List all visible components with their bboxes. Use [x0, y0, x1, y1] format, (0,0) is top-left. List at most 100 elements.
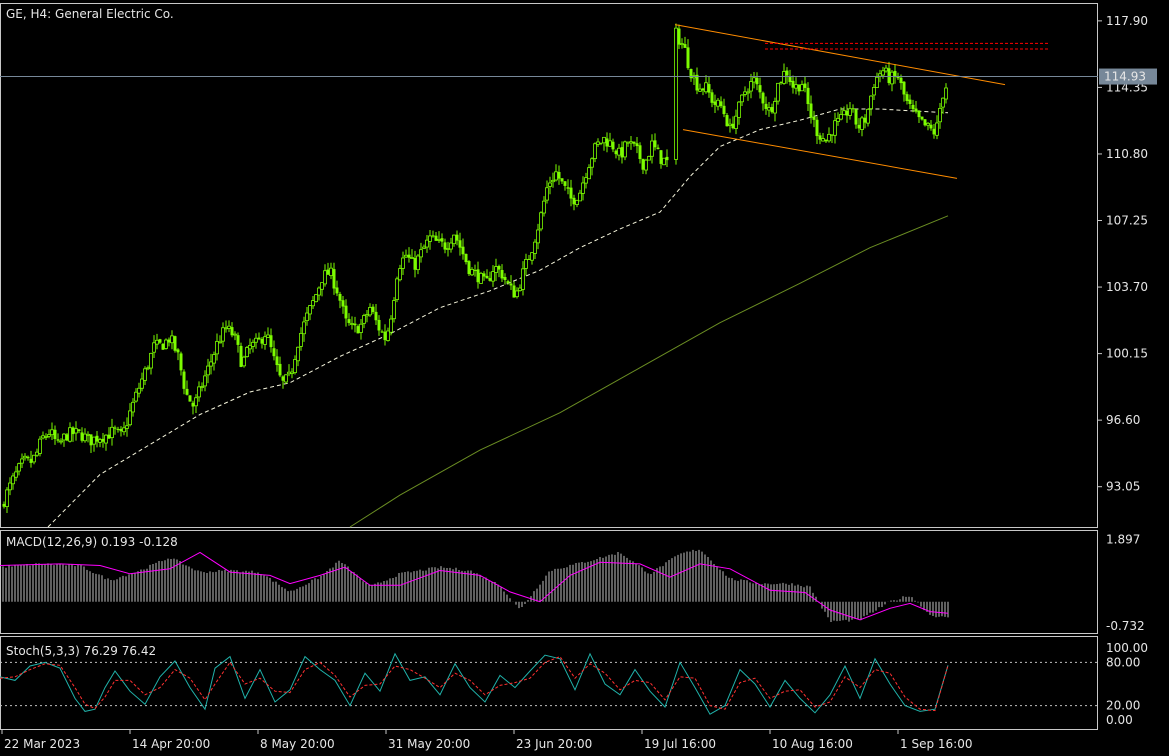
candle-body-down — [485, 275, 489, 279]
candle-body-down — [557, 171, 561, 179]
candle-body-up — [608, 140, 612, 147]
candle-body-down — [731, 123, 735, 129]
candle-body-down — [812, 116, 816, 120]
candle-body-up — [224, 327, 228, 330]
candle-body-down — [614, 150, 618, 155]
candle-body-up — [395, 278, 399, 300]
candle-body-up — [737, 101, 741, 118]
candle-body-down — [377, 319, 381, 331]
candle-body-up — [50, 429, 54, 436]
candle-body-up — [137, 387, 141, 394]
candle-body-down — [911, 104, 915, 110]
candle-body-up — [290, 371, 294, 374]
candle-body-up — [494, 266, 498, 273]
candle-body-down — [236, 335, 240, 345]
symbol-label: GE, H4: General Electric Co. — [6, 7, 174, 21]
candle-body-up — [596, 141, 600, 145]
candle-body-down — [806, 87, 810, 105]
candle-body-down — [857, 124, 861, 129]
axis-layer: 117.90114.35110.80107.25103.70100.1596.6… — [1, 14, 1157, 751]
candle-body-up — [542, 200, 546, 214]
candle-body-up — [38, 438, 42, 454]
candle-body-up — [41, 435, 45, 439]
candle-body-up — [212, 354, 216, 364]
candle-body-up — [680, 43, 684, 46]
candle-body-down — [701, 88, 705, 91]
candle-body-down — [605, 138, 609, 147]
candle-body-up — [23, 455, 27, 459]
candle-body-down — [335, 287, 339, 294]
candle-body-up — [35, 451, 39, 456]
candle-body-up — [515, 290, 519, 298]
candle-body-up — [536, 229, 540, 244]
candle-body-down — [29, 458, 33, 463]
candle-body-up — [11, 475, 15, 485]
candle-body-up — [152, 342, 156, 353]
candle-body-up — [872, 86, 876, 96]
candle-body-down — [764, 103, 768, 109]
candle-body-up — [425, 239, 429, 248]
candle-body-up — [299, 333, 303, 347]
candle-body-up — [800, 84, 804, 92]
candle-body-up — [221, 327, 225, 342]
candle-body-down — [116, 428, 120, 430]
candle-body-up — [203, 375, 207, 387]
candle-body-up — [479, 272, 483, 284]
candle-body-down — [755, 77, 759, 85]
candle-body-up — [524, 259, 528, 269]
candle-body-up — [20, 458, 24, 464]
candle-body-down — [344, 305, 348, 319]
candle-body-down — [497, 265, 501, 270]
candle-body-up — [437, 239, 441, 241]
candle-body-down — [269, 335, 273, 348]
candle-body-up — [926, 122, 930, 126]
candle-body-down — [383, 331, 387, 341]
candle-body-up — [674, 27, 678, 160]
moving-average-fast — [47, 108, 949, 528]
candle-body-up — [773, 101, 777, 114]
candle-body-down — [56, 439, 60, 441]
candle-body-up — [83, 433, 87, 442]
candle-body-down — [566, 187, 570, 189]
candle-body-up — [545, 187, 549, 201]
time-axis-label: 23 Jun 20:00 — [516, 737, 592, 751]
candle-body-up — [134, 391, 138, 402]
candle-body-down — [572, 197, 576, 205]
candle-body-up — [728, 123, 732, 126]
candle-body-up — [227, 325, 231, 329]
candle-body-up — [833, 120, 837, 136]
candle-body-up — [398, 268, 402, 281]
candle-body-up — [365, 314, 369, 317]
candle-body-down — [665, 156, 669, 161]
candle-body-down — [677, 28, 681, 45]
candle-body-up — [530, 252, 534, 261]
price-tick-label: 93.05 — [1106, 480, 1140, 494]
candle-body-up — [86, 433, 90, 436]
candle-body-up — [839, 114, 843, 120]
macd-pane-border — [0, 530, 1098, 634]
candle-body-down — [53, 429, 57, 440]
candle-body-up — [125, 425, 129, 429]
candle-body-down — [176, 349, 180, 353]
candle-body-down — [779, 82, 783, 84]
candle-body-down — [923, 119, 927, 126]
candle-body-up — [752, 77, 756, 83]
candle-body-down — [188, 395, 192, 402]
time-axis-label: 8 May 20:00 — [260, 737, 335, 751]
candle-body-up — [251, 341, 255, 347]
candle-body-up — [533, 241, 537, 254]
candle-body-down — [434, 235, 438, 241]
stochastic-layer — [0, 652, 1098, 715]
candle-body-down — [185, 388, 189, 395]
candle-body-up — [104, 434, 108, 444]
candle-body-up — [860, 117, 864, 130]
candle-body-up — [740, 94, 744, 103]
candle-body-up — [329, 267, 333, 276]
candle-body-down — [689, 68, 693, 79]
candle-body-up — [164, 339, 168, 349]
candle-body-up — [881, 70, 885, 76]
candle-body-up — [110, 426, 114, 438]
candle-body-down — [653, 140, 657, 148]
candle-body-down — [932, 128, 936, 135]
candle-body-up — [410, 257, 414, 259]
